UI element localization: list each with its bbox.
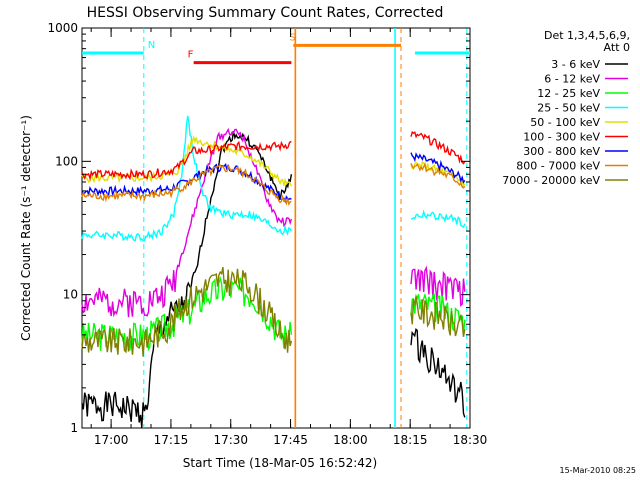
axis-layer: 1 10 100 1000 17:00 17:15 17:30 17:45 18:00 18:15… (47, 21, 487, 447)
legend-item-label: 25 - 50 keV (537, 102, 600, 115)
x-tick-label: 18:30 (453, 433, 488, 447)
legend-item-label: 100 - 300 keV (523, 131, 600, 144)
legend-item-label: 7000 - 20000 keV (502, 174, 600, 187)
series-line (410, 162, 466, 189)
flag-label: S (289, 32, 295, 43)
series-line (410, 160, 466, 189)
chart-title: HESSI Observing Summary Count Rates, Cor… (87, 5, 444, 21)
series-line (410, 209, 466, 228)
x-tick-label: 17:30 (213, 433, 248, 447)
y-axis-label: Corrected Count Rate (s⁻¹ detector⁻¹) (19, 115, 33, 341)
series-line (410, 296, 466, 337)
footer-timestamp: 15-Mar-2010 08:25 (560, 466, 637, 475)
y-tick-label: 100 (55, 154, 78, 168)
flag-layer: N F S (82, 28, 470, 428)
series-line (81, 266, 293, 357)
series-3-6-kev (81, 130, 466, 428)
legend-item-label: 12 - 25 keV (537, 87, 600, 100)
series-line (81, 127, 293, 318)
legend-header: Det 1,3,4,5,6,9, (544, 29, 630, 42)
legend-item-label: 800 - 7000 keV (516, 160, 600, 173)
series-line (410, 327, 466, 418)
series-25-50-kev (81, 115, 466, 242)
flag-label: F (188, 50, 194, 61)
y-tick-label: 1 (70, 421, 78, 435)
flag-label: N (148, 40, 155, 51)
y-tick-label: 1000 (47, 21, 78, 35)
series-line (81, 115, 293, 242)
y-tick-label: 10 (63, 288, 78, 302)
legend: Det 1,3,4,5,6,9,Att 0 3 - 6 keV 6 - 12 keV… (502, 29, 630, 187)
series-line (81, 130, 293, 428)
legend-header: Att 0 (604, 41, 630, 54)
series-layer (81, 115, 466, 428)
x-axis-label: Start Time (18-Mar-05 16:52:42) (183, 456, 377, 470)
x-tick-label: 17:15 (154, 433, 189, 447)
series-800-7000-kev (81, 162, 466, 207)
series-line (410, 292, 466, 335)
x-tick-label: 17:00 (94, 433, 129, 447)
series-12-25-kev (81, 276, 466, 352)
series-50-100-kev (81, 135, 466, 189)
legend-item-label: 50 - 100 keV (530, 116, 600, 129)
series-line (81, 164, 292, 207)
legend-item-label: 300 - 800 keV (523, 145, 600, 158)
series-line (81, 135, 293, 187)
series-line (410, 152, 466, 184)
series-line (410, 265, 466, 307)
plot-frame (81, 27, 471, 429)
series-100-300-kev (81, 131, 466, 182)
series-6-12-kev (81, 127, 466, 318)
legend-item-label: 6 - 12 keV (544, 73, 600, 86)
x-tick-label: 18:15 (393, 433, 428, 447)
series-line (81, 140, 292, 182)
x-tick-label: 18:00 (333, 433, 368, 447)
series-line (410, 131, 466, 165)
legend-item-label: 3 - 6 keV (551, 58, 600, 71)
series-7000-20000-kev (81, 266, 466, 357)
x-tick-label: 17:45 (273, 433, 308, 447)
plot-border (81, 27, 471, 429)
